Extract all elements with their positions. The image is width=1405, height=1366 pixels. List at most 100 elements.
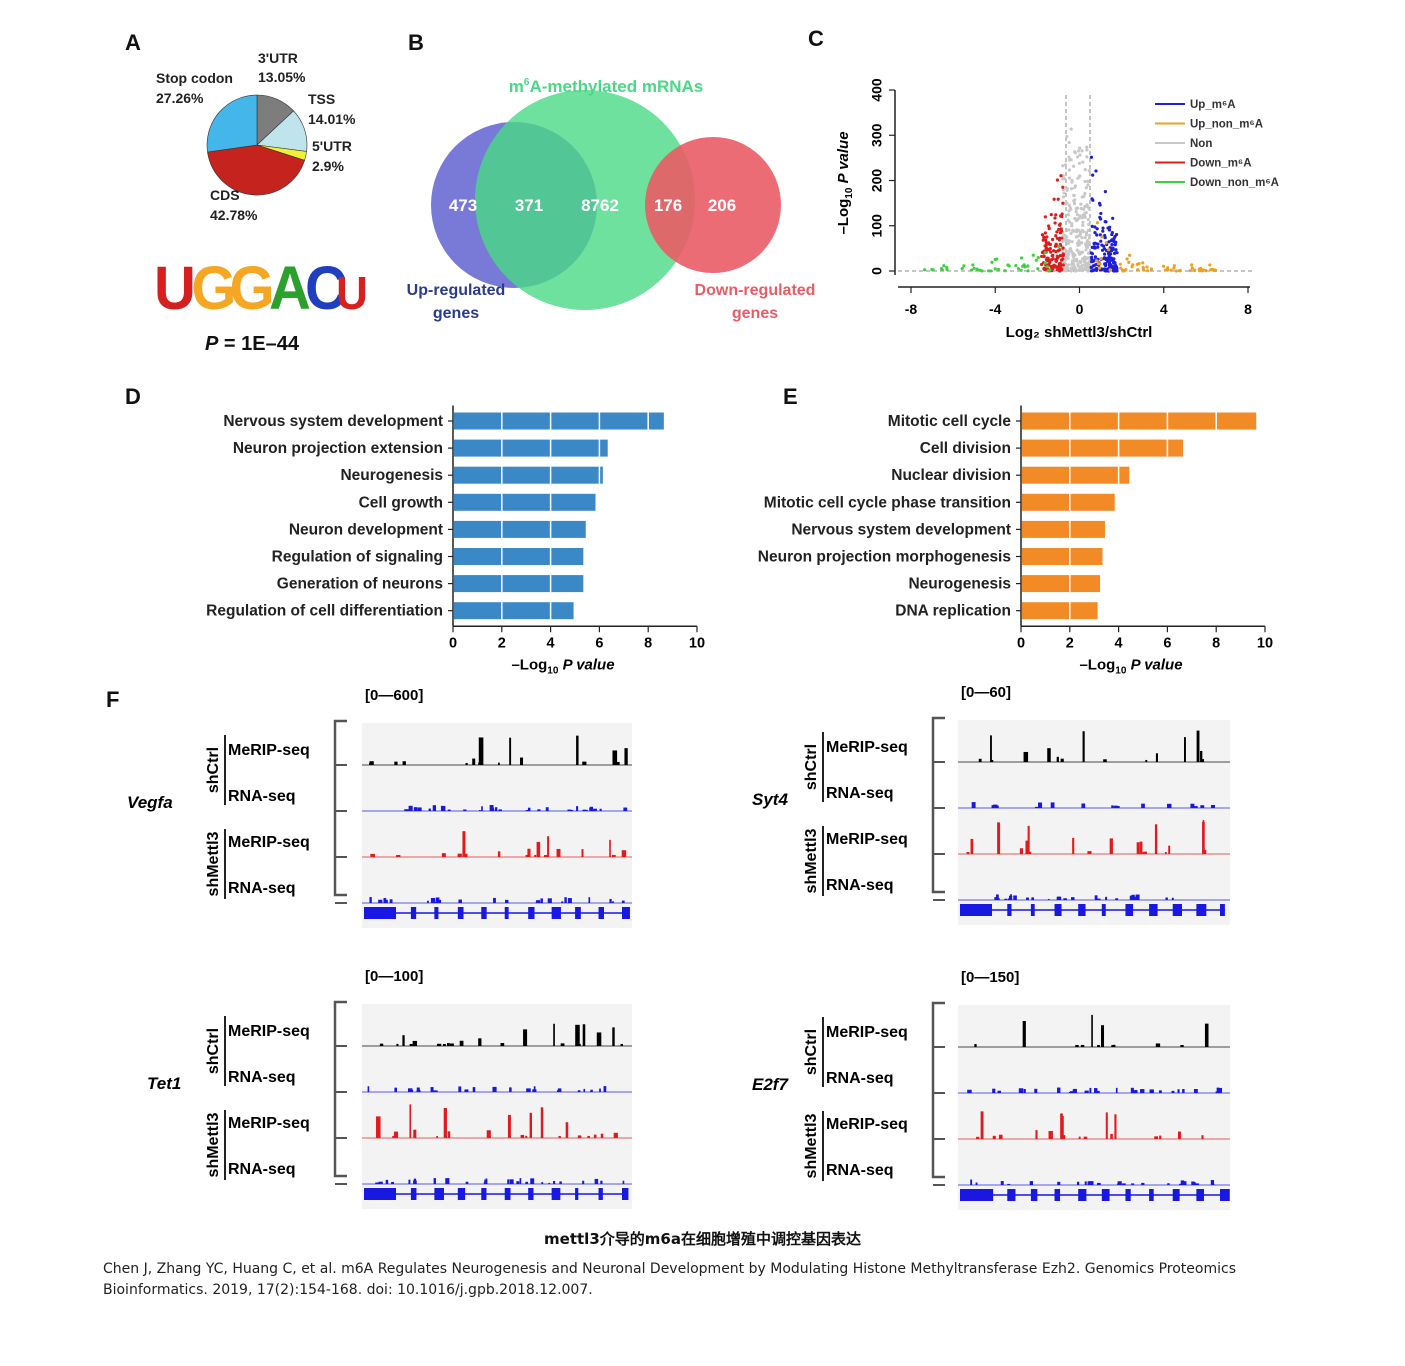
go-down-category-label: Mitotic cell cycle xyxy=(888,413,1012,430)
volcano-point-down-non-m6a xyxy=(939,267,944,271)
volcano-point-down-non-m6a xyxy=(1019,268,1023,272)
track-signal xyxy=(394,1087,398,1092)
track-signal xyxy=(997,822,1001,854)
volcano-point-down-non-m6a xyxy=(1003,269,1007,273)
track-signal xyxy=(543,854,548,857)
volcano-point-non xyxy=(1085,203,1089,207)
volcano-y-tick-label: 200 xyxy=(869,169,885,193)
volcano-point-non xyxy=(1083,179,1087,184)
track-signal xyxy=(485,1178,488,1184)
track-signal xyxy=(576,1043,581,1046)
track-signal xyxy=(408,805,413,811)
volcano-x-tick-label: 0 xyxy=(1076,301,1084,317)
volcano-point-up-m6a xyxy=(1107,254,1111,258)
volcano-point-non xyxy=(1080,149,1084,153)
track-signal xyxy=(537,809,541,811)
gene-model-exon xyxy=(1007,1189,1016,1201)
go-down-bar xyxy=(1022,520,1105,538)
track-signal xyxy=(1201,1135,1204,1139)
track-signal xyxy=(622,1180,625,1184)
volcano-point-non xyxy=(1079,268,1084,273)
volcano-point-down-m6a xyxy=(1042,254,1046,259)
gene-name: Tet1 xyxy=(147,1074,181,1093)
volcano-point-non xyxy=(1065,188,1069,192)
track-signal xyxy=(369,761,374,765)
track-signal xyxy=(993,804,998,808)
track-signal xyxy=(1194,1183,1200,1185)
go-up-bar xyxy=(454,520,586,538)
go-up-x-tick-label: 0 xyxy=(449,635,457,651)
track-label: RNA-seq xyxy=(826,877,894,894)
track-signal xyxy=(548,1182,551,1184)
track-label: RNA-seq xyxy=(228,788,296,805)
volcano-point-down-m6a xyxy=(1043,231,1048,235)
track-signal xyxy=(441,853,446,857)
track-label: RNA-seq xyxy=(228,1161,296,1178)
track-signal xyxy=(1022,1020,1026,1047)
track-signal xyxy=(598,1039,601,1046)
track-signal xyxy=(1048,1130,1053,1139)
gene-model-exon xyxy=(434,907,439,919)
track-signal xyxy=(978,758,982,762)
volcano-point-down-non-m6a xyxy=(1022,263,1026,267)
volcano-point-up-m6a xyxy=(1093,225,1097,229)
volcano-point-up-m6a xyxy=(1114,265,1119,269)
track-signal xyxy=(370,853,375,857)
gene-model-exon xyxy=(410,1188,417,1200)
track-signal xyxy=(498,762,500,765)
volcano-point-non xyxy=(1080,228,1084,233)
track-signal xyxy=(458,1086,462,1092)
track-signal xyxy=(1155,753,1158,762)
track-signal xyxy=(1144,851,1147,854)
track-signal xyxy=(389,899,393,903)
volcano-point-up-non-m6a xyxy=(1145,265,1149,269)
track-signal xyxy=(447,1131,451,1138)
track-signal xyxy=(367,1086,370,1092)
track-signal xyxy=(1060,758,1064,762)
track-signal xyxy=(1027,851,1032,854)
volcano-point-up-non-m6a xyxy=(1108,268,1112,272)
track-signal xyxy=(1019,848,1024,854)
volcano-point-down-non-m6a xyxy=(1019,256,1024,260)
track-signal xyxy=(564,897,567,903)
volcano-point-up-non-m6a xyxy=(1107,248,1111,252)
track-signal xyxy=(974,1044,977,1047)
gene-model-exon xyxy=(410,907,417,919)
group-label: shCtrl xyxy=(803,744,820,790)
track-signal xyxy=(1122,1183,1126,1185)
volcano-point-non xyxy=(1070,187,1074,191)
track-signal xyxy=(1035,1130,1038,1139)
venn-label-down-line2: genes xyxy=(732,305,778,322)
volcano-point-down-m6a xyxy=(1043,268,1047,272)
gene-model-exon xyxy=(1220,1189,1230,1201)
go-up-bar xyxy=(454,548,584,565)
track-signal xyxy=(611,901,614,903)
track-signal xyxy=(1154,1136,1159,1139)
track-signal xyxy=(575,1024,580,1046)
track-signal xyxy=(435,897,440,903)
pie-label-cds: CDS xyxy=(210,187,240,203)
volcano-point-up-m6a xyxy=(1096,245,1100,249)
volcano-point-non xyxy=(1080,241,1084,245)
track-signal xyxy=(509,737,512,765)
volcano-point-non xyxy=(1070,178,1074,183)
gene-name: E2f7 xyxy=(752,1075,789,1094)
gene-model-exon xyxy=(387,907,394,919)
x-label-part: –Log xyxy=(1079,656,1115,673)
gene-model-exon xyxy=(1101,904,1106,916)
volcano-point-up-m6a xyxy=(1093,230,1097,235)
track-signal xyxy=(540,898,543,903)
track-signal xyxy=(1007,1183,1011,1185)
track-signal xyxy=(1168,845,1171,854)
volcano-point-non xyxy=(1083,215,1087,219)
track-signal xyxy=(1190,803,1195,808)
volcano-point-non xyxy=(1071,251,1075,255)
volcano-point-up-m6a xyxy=(1106,259,1110,264)
pie-chart xyxy=(206,94,308,196)
volcano-point-non xyxy=(1061,195,1066,199)
volcano-point-up-m6a xyxy=(1112,251,1117,255)
volcano-point-non xyxy=(1082,263,1087,267)
track-signal xyxy=(992,1088,996,1093)
go-down-x-tick-label: 4 xyxy=(1115,635,1123,651)
track-signal xyxy=(613,1132,618,1138)
